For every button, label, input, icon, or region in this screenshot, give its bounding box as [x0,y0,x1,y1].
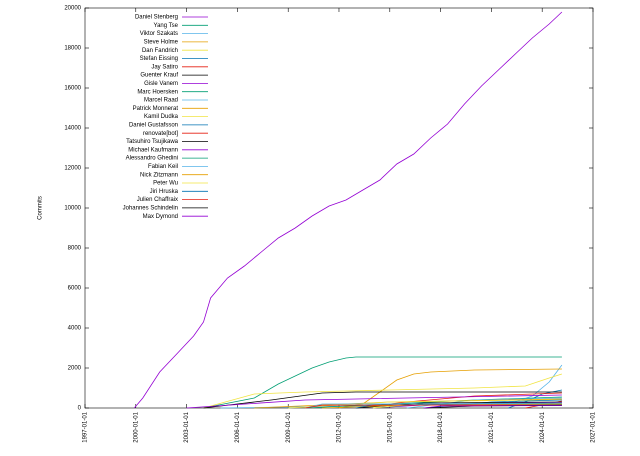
x-tick-label: 2012-01-01 [337,411,343,442]
legend-label: Alessandro Ghedini [126,156,178,162]
legend-label: Daniel Stenberg [135,15,178,21]
legend-label: Marc Hoersken [137,89,178,95]
y-tick-label: 18000 [64,46,81,52]
series-line [288,399,562,409]
legend-label: Viktor Szakats [140,31,178,37]
series-line [186,394,562,409]
series-line [338,368,562,409]
y-tick-label: 16000 [64,86,81,92]
y-tick-label: 4000 [68,326,82,332]
series-line [423,405,562,409]
legend-label: Michael Kaufmann [128,147,178,153]
x-tick-label: 2027-01-01 [591,411,597,442]
legend-label: Marcel Raad [144,98,178,104]
series-line [305,404,562,409]
x-tick-label: 2018-01-01 [438,411,444,442]
legend-label: Guenter Krauf [140,73,178,79]
legend-label: Gisle Vanem [144,81,178,87]
y-tick-label: 6000 [68,286,82,292]
y-tick-label: 10000 [64,206,81,212]
legend-label: Kamil Dudka [144,114,179,120]
legend-label: Steve Holme [144,39,179,45]
x-tick-label: 2009-01-01 [286,411,292,442]
y-tick-label: 2000 [68,366,82,372]
x-tick-label: 2015-01-01 [387,411,393,442]
y-tick-label: 0 [78,406,82,412]
y-axis-label: Commits [38,196,44,220]
y-tick-label: 14000 [64,126,81,132]
legend-label: Johannes Schindelin [123,205,178,211]
x-tick-label: 1997-01-01 [83,411,89,442]
x-tick-label: 2000-01-01 [133,411,139,442]
x-tick-label: 2024-01-01 [540,411,546,442]
legend-label: Peter Wu [153,181,178,187]
legend-label: Yang Tse [154,23,179,29]
x-tick-label: 2021-01-01 [489,411,495,442]
y-tick-label: 12000 [64,166,81,172]
legend-label: Daniel Gustafsson [129,122,178,128]
x-tick-label: 2003-01-01 [184,411,190,442]
legend-label: Jay Satiro [151,64,178,70]
legend-label: Fabian Keil [148,164,178,170]
legend-label: Julien Chaffraix [137,197,178,203]
legend-label: Jiri Hruska [150,189,179,195]
series-line [203,391,562,409]
series-line [203,373,563,409]
legend-label: Nick Zitzmann [140,172,178,178]
y-tick-label: 20000 [64,6,81,12]
legend-label: Dan Fandrich [142,48,178,54]
legend-label: Stefan Eissing [140,56,178,62]
legend-label: Patrick Monnerat [133,106,179,112]
legend-label: Max Dymond [143,214,178,220]
y-tick-label: 8000 [68,246,82,252]
legend-label: renovate[bot] [143,131,178,137]
series-line [133,11,563,409]
x-tick-label: 2006-01-01 [235,411,241,442]
legend-label: Tatsuhiro Tsujikawa [126,139,179,145]
